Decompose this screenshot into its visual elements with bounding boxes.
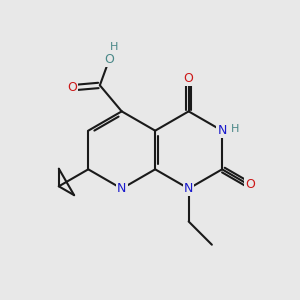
Text: O: O bbox=[67, 81, 77, 94]
Text: O: O bbox=[246, 178, 256, 191]
Text: N: N bbox=[184, 182, 193, 195]
Text: H: H bbox=[230, 124, 239, 134]
Text: N: N bbox=[117, 182, 126, 195]
Text: O: O bbox=[184, 72, 194, 85]
Text: N: N bbox=[218, 124, 227, 137]
Text: H: H bbox=[110, 42, 118, 52]
Text: O: O bbox=[104, 52, 114, 66]
